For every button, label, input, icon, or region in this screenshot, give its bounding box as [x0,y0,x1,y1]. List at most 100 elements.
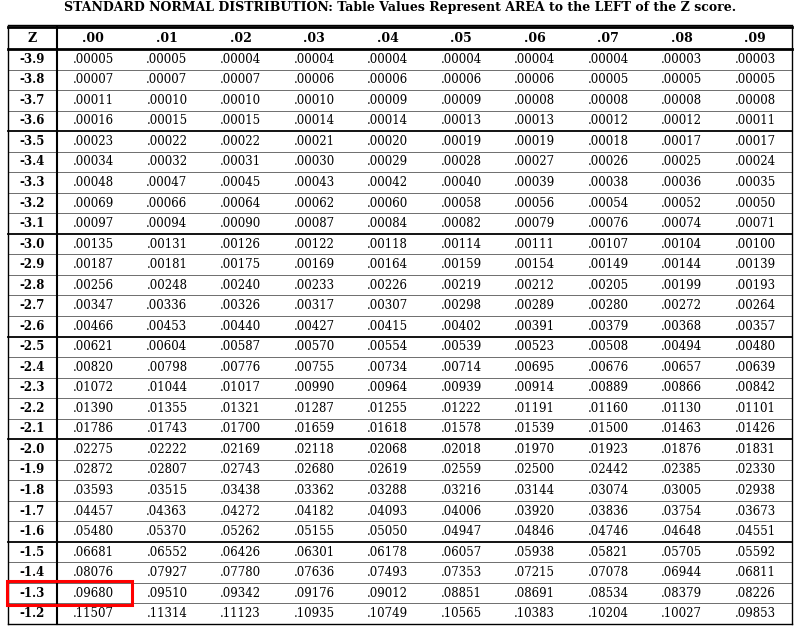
Text: .00006: .00006 [367,73,408,87]
Text: .00104: .00104 [661,238,702,251]
Text: .07353: .07353 [441,566,482,579]
Text: .09: .09 [744,32,766,44]
Text: .00570: .00570 [294,340,334,353]
Text: .10204: .10204 [588,607,629,620]
Text: .06552: .06552 [146,545,187,559]
Text: .00047: .00047 [146,176,187,189]
Text: .00004: .00004 [514,52,555,66]
Text: .01044: .01044 [146,381,187,394]
Text: .00187: .00187 [73,258,114,271]
Text: .04551: .04551 [734,525,776,538]
Text: .00164: .00164 [367,258,408,271]
Text: .01876: .01876 [661,443,702,456]
Text: -1.8: -1.8 [20,484,45,497]
Text: .00256: .00256 [73,279,114,291]
Text: .05370: .05370 [146,525,187,538]
Text: .01831: .01831 [734,443,776,456]
Text: .00379: .00379 [587,320,629,332]
Text: .00676: .00676 [587,361,629,374]
Text: .00069: .00069 [73,197,114,210]
Text: .08379: .08379 [661,586,702,600]
Text: .01130: .01130 [661,402,702,415]
Text: .00035: .00035 [734,176,776,189]
Text: .06811: .06811 [734,566,776,579]
Text: .01390: .01390 [73,402,114,415]
Text: .01255: .01255 [367,402,408,415]
Text: .07780: .07780 [220,566,261,579]
Text: -2.4: -2.4 [20,361,45,374]
Text: .02385: .02385 [661,463,702,477]
Text: .03673: .03673 [734,504,776,518]
Text: .00028: .00028 [441,155,482,169]
Text: .00005: .00005 [661,73,702,87]
Text: -2.2: -2.2 [19,402,45,415]
Text: .09176: .09176 [294,586,334,600]
Text: .02068: .02068 [367,443,408,456]
Text: .00003: .00003 [734,52,776,66]
Text: .00034: .00034 [73,155,114,169]
Text: .04648: .04648 [661,525,702,538]
Text: .02222: .02222 [146,443,187,456]
Text: .00054: .00054 [587,197,629,210]
Text: .00734: .00734 [367,361,408,374]
Text: .07215: .07215 [514,566,555,579]
Text: -2.0: -2.0 [20,443,45,456]
Text: .01321: .01321 [220,402,261,415]
Text: .03754: .03754 [661,504,702,518]
Text: .00272: .00272 [661,299,702,312]
Text: .02872: .02872 [73,463,114,477]
Text: -1.7: -1.7 [20,504,45,518]
Text: -2.5: -2.5 [20,340,45,353]
Text: .03593: .03593 [73,484,114,497]
Text: .04093: .04093 [367,504,408,518]
Text: .00011: .00011 [734,114,776,128]
Text: .00415: .00415 [367,320,408,332]
Text: -3.6: -3.6 [20,114,45,128]
Text: .02275: .02275 [73,443,114,456]
Text: .00508: .00508 [588,340,629,353]
Text: .00193: .00193 [734,279,776,291]
Text: .00010: .00010 [220,94,261,107]
Text: .00336: .00336 [146,299,187,312]
Text: .02018: .02018 [441,443,482,456]
Text: .00347: .00347 [73,299,114,312]
Text: .01618: .01618 [367,422,408,435]
Text: -2.6: -2.6 [20,320,45,332]
Text: -2.7: -2.7 [20,299,45,312]
Text: .02442: .02442 [588,463,629,477]
Text: .11507: .11507 [73,607,114,620]
Text: .00111: .00111 [514,238,555,251]
Text: .04272: .04272 [220,504,261,518]
Text: .00298: .00298 [441,299,482,312]
Text: .06944: .06944 [661,566,702,579]
Text: -3.1: -3.1 [20,217,45,230]
Text: .03: .03 [303,32,325,44]
Text: .00004: .00004 [220,52,261,66]
Text: .00039: .00039 [514,176,555,189]
Text: .02938: .02938 [734,484,776,497]
Text: -2.8: -2.8 [20,279,45,291]
Text: .02559: .02559 [441,463,482,477]
Text: .00009: .00009 [367,94,408,107]
Text: .00079: .00079 [514,217,555,230]
Text: .00139: .00139 [734,258,776,271]
Text: .00045: .00045 [220,176,261,189]
Text: .00368: .00368 [661,320,702,332]
Text: -2.1: -2.1 [20,422,45,435]
Text: .00539: .00539 [441,340,482,353]
Text: .01101: .01101 [734,402,776,415]
Text: .00012: .00012 [661,114,702,128]
Text: .04746: .04746 [587,525,629,538]
Text: .00052: .00052 [661,197,702,210]
Text: .00013: .00013 [441,114,482,128]
Text: .04006: .04006 [441,504,482,518]
Text: .04182: .04182 [294,504,334,518]
Text: .00114: .00114 [441,238,482,251]
Text: .00755: .00755 [294,361,334,374]
Text: .01222: .01222 [441,402,482,415]
Text: .00032: .00032 [146,155,187,169]
Text: .04: .04 [377,32,398,44]
Text: .03005: .03005 [661,484,702,497]
Text: .10027: .10027 [661,607,702,620]
Text: .00466: .00466 [73,320,114,332]
